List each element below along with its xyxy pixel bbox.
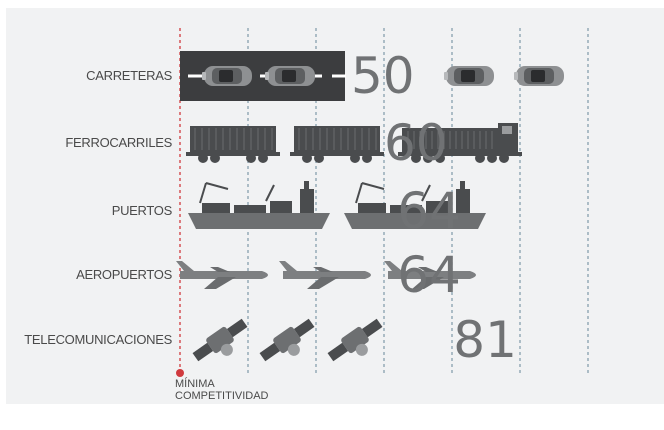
car-icon [444, 66, 494, 86]
reference-dot [176, 369, 184, 377]
value-label: 60 [384, 114, 448, 172]
value-label: 64 [397, 246, 461, 304]
car-icon [202, 66, 252, 86]
airplane-icon [176, 261, 268, 289]
reference-line-label: MÍNIMA COMPETITIVIDAD [175, 378, 315, 402]
value-label: 64 [397, 182, 461, 240]
locomotive-icon [398, 123, 522, 163]
value-label: 50 [351, 47, 415, 105]
category-label: CARRETERAS [86, 68, 172, 83]
value-label: 81 [453, 311, 517, 369]
road-marking [188, 74, 202, 78]
reference-label-line2: COMPETITIVIDAD [175, 390, 269, 402]
ship-icon [344, 181, 486, 229]
satellite-icon [192, 318, 248, 362]
category-label: TELECOMUNICACIONES [24, 332, 172, 347]
ship-icon [188, 181, 330, 229]
car-icon [514, 66, 564, 86]
category-label: AEROPUERTOS [76, 267, 172, 282]
airplane-icon [384, 261, 476, 289]
reference-label-line1: MÍNIMA [175, 378, 215, 390]
car-icon [265, 66, 315, 86]
category-label: FERROCARRILES [65, 135, 172, 150]
train-car-icon [186, 126, 280, 163]
satellite-icon [259, 318, 315, 362]
satellite-icon [327, 318, 383, 362]
airplane-icon [279, 261, 371, 289]
road-marking [332, 74, 346, 78]
category-label: PUERTOS [111, 203, 173, 218]
train-car-icon [290, 126, 384, 163]
